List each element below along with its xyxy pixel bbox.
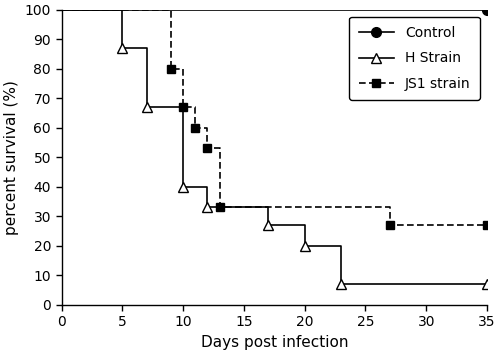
Y-axis label: percent survival (%): percent survival (%) <box>4 80 19 235</box>
Legend: Control, H Strain, JS1 strain: Control, H Strain, JS1 strain <box>349 17 480 100</box>
X-axis label: Days post infection: Days post infection <box>200 335 348 350</box>
